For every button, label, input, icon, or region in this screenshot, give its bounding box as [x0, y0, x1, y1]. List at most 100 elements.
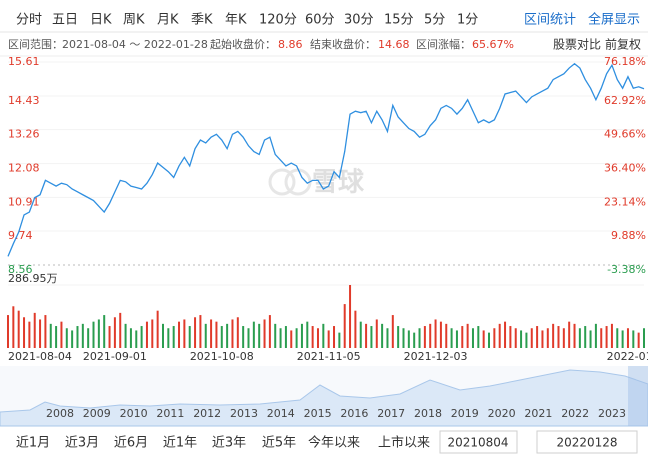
period-tab[interactable]: 1分	[457, 13, 478, 28]
x-tick-label: 2021-10-08	[190, 350, 254, 363]
range-stats-button[interactable]: 区间统计	[524, 13, 576, 28]
volume-bar	[552, 323, 555, 348]
date-input[interactable]	[536, 430, 638, 454]
volume-bar	[637, 332, 640, 348]
period-tab[interactable]: 日K	[90, 13, 112, 28]
date-input[interactable]	[439, 430, 518, 454]
range-button[interactable]: 近3年	[212, 436, 246, 451]
volume-bar	[113, 317, 116, 348]
volume-bar	[589, 330, 592, 348]
x-tick-label: 2021-08-04	[8, 350, 72, 363]
volume-bar	[429, 323, 432, 348]
volume-bar	[338, 332, 341, 348]
volume-bar	[178, 321, 181, 348]
range-button[interactable]: 近1月	[16, 436, 50, 451]
volume-bar	[322, 323, 325, 348]
volume-bar	[381, 323, 384, 348]
navigator-selection[interactable]	[628, 366, 648, 426]
adjust-button[interactable]: 前复权	[605, 37, 641, 52]
volume-bar	[594, 323, 597, 348]
year-label: 2019	[451, 407, 479, 420]
volume-bar	[129, 328, 132, 348]
volume-bar	[204, 323, 207, 348]
volume-bar	[333, 326, 336, 348]
volume-bar	[71, 330, 74, 348]
info-text: 区间范围：	[8, 37, 63, 51]
volume-bar	[568, 321, 571, 348]
volume-bar	[167, 328, 170, 348]
volume-bar	[311, 326, 314, 348]
volume-bar	[471, 328, 474, 348]
volume-bar	[300, 323, 303, 348]
compare-button[interactable]: 股票对比	[553, 38, 601, 52]
volume-bar	[632, 330, 635, 348]
volume-bar	[76, 326, 79, 348]
range-button[interactable]: 近1年	[163, 436, 197, 451]
volume-bar	[87, 328, 90, 348]
date-input-text: 20210804	[447, 436, 508, 450]
x-tick-label: 2022-01-28	[607, 350, 648, 363]
range-button[interactable]: 近6月	[114, 436, 148, 451]
volume-bar	[231, 319, 234, 348]
y2-tick-label: 36.40%	[604, 162, 646, 175]
volume-bar	[108, 326, 111, 348]
period-tab[interactable]: 五日	[52, 13, 78, 28]
period-tab[interactable]: 60分	[305, 13, 335, 28]
volume-bar	[407, 330, 410, 348]
volume-bar	[12, 306, 15, 348]
volume-bar	[140, 326, 143, 348]
volume-bar	[477, 326, 480, 348]
volume-bar	[39, 319, 42, 348]
watermark: 雪球	[268, 168, 365, 198]
volume-bar	[546, 328, 549, 348]
volume-bar	[520, 330, 523, 348]
volume-bar	[349, 285, 352, 348]
year-label: 2009	[83, 407, 111, 420]
volume-bar	[194, 317, 197, 348]
volume-bar	[33, 312, 36, 348]
period-tab[interactable]: 年K	[225, 13, 247, 28]
volume-tick-label: 286.95万	[8, 272, 58, 285]
volume-bar	[135, 330, 138, 348]
volume-bar	[28, 321, 31, 348]
date-input-text: 20220128	[556, 436, 617, 450]
volume-bar	[124, 323, 127, 348]
volume-bar	[445, 323, 448, 348]
period-tab[interactable]: 5分	[424, 13, 445, 28]
volume-bar	[279, 328, 282, 348]
range-button[interactable]: 近3月	[65, 436, 99, 451]
volume-bar	[119, 312, 122, 348]
info-text: 区间涨幅：	[416, 38, 471, 51]
volume-bar	[616, 328, 619, 348]
volume-bar	[258, 323, 261, 348]
volume-bar	[375, 319, 378, 348]
volume-bar	[525, 332, 528, 348]
volume-bar	[290, 330, 293, 348]
volume-bar	[498, 323, 501, 348]
navigator-area	[0, 369, 648, 427]
volume-bar	[92, 321, 95, 348]
range-button[interactable]: 上市以来	[378, 435, 430, 451]
period-tab[interactable]: 30分	[344, 13, 374, 28]
volume-bar	[605, 326, 608, 348]
volume-bar	[610, 323, 613, 348]
volume-bar	[60, 321, 63, 348]
volume-bar	[23, 317, 26, 348]
range-button[interactable]: 近5年	[262, 436, 296, 451]
period-tab[interactable]: 分时	[16, 13, 42, 28]
period-tab[interactable]: 周K	[123, 13, 145, 28]
volume-bar	[365, 323, 368, 348]
info-text: 2021-08-04 ～ 2022-01-28	[62, 38, 208, 51]
y-tick-label: 8.56	[8, 263, 33, 276]
volume-bar	[316, 328, 319, 348]
volume-bar	[562, 328, 565, 348]
period-tab[interactable]: 季K	[191, 13, 213, 28]
range-button[interactable]: 今年以来	[308, 435, 360, 451]
period-tab[interactable]: 月K	[157, 13, 179, 28]
volume-bar	[391, 315, 394, 348]
y2-tick-label: 23.14%	[604, 195, 646, 208]
fullscreen-button[interactable]: 全屏显示	[588, 12, 640, 28]
period-tab[interactable]: 15分	[384, 13, 414, 28]
period-tab[interactable]: 120分	[259, 13, 297, 28]
